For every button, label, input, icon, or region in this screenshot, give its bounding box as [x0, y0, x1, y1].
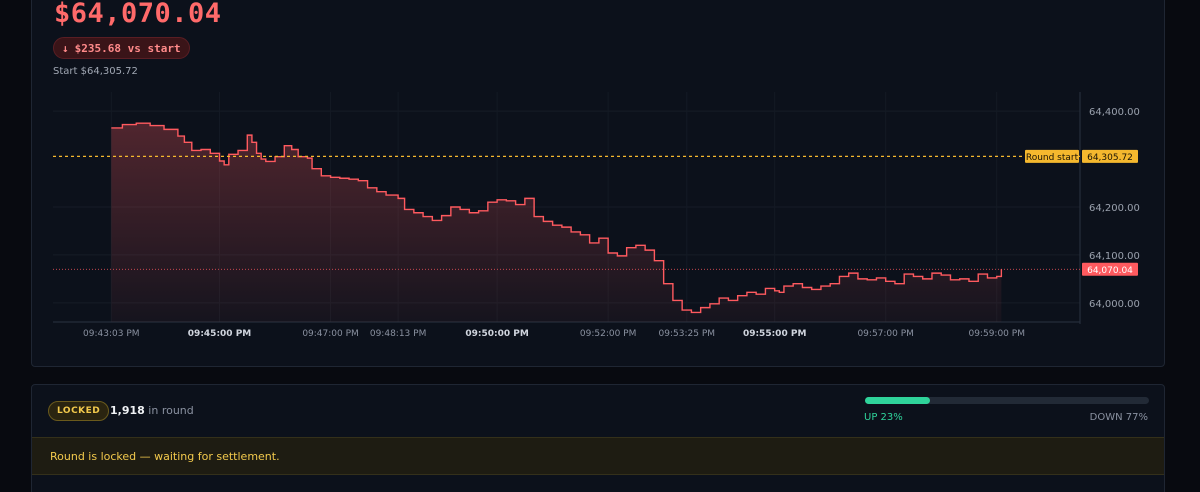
round-start-value-tag [1082, 149, 1138, 163]
start-price-label: Start $64,305.72 [53, 66, 138, 77]
y-tick-label: 64,400.00 [1089, 107, 1140, 118]
y-axis: 64,400.00 64,200.00 64,100.00 64,000.00 [1089, 107, 1140, 310]
current-price-tag-label: 64,070.04 [1087, 266, 1133, 276]
x-tick-label: 09:53:25 PM [659, 329, 715, 339]
x-tick-label: 09:55:00 PM [743, 329, 807, 339]
x-tick-label: 09:50:00 PM [465, 329, 529, 339]
x-axis: 09:43:03 PM 09:45:00 PM 09:47:00 PM 09:48:1… [83, 329, 1025, 339]
price-area [111, 123, 1002, 322]
round-start-tag-label: Round start [1026, 153, 1079, 163]
y-tick-label: 64,000.00 [1089, 299, 1140, 310]
x-tick-label: 09:43:03 PM [83, 329, 139, 339]
x-tick-label: 09:57:00 PM [857, 329, 913, 339]
x-tick-label: 09:59:00 PM [968, 329, 1024, 339]
player-suffix: in round [148, 404, 194, 417]
up-down-ratio-bar [865, 397, 1149, 404]
up-ratio-fill [865, 397, 931, 404]
current-price: $64,070.04 [54, 0, 222, 29]
players-in-round: 1,918 in round [110, 404, 194, 417]
round-status-card: LOCKED 1,918 in round UP 23% DOWN 77% Ro… [31, 384, 1165, 492]
status-badge: LOCKED [48, 401, 110, 421]
arrow-down-icon: ↓ [62, 41, 69, 55]
round-start-value-label: 64,305.72 [1087, 153, 1133, 163]
current-price-tag [1082, 262, 1138, 276]
price-line [111, 122, 1003, 314]
down-percentage: DOWN 77% [1089, 412, 1148, 423]
x-tick-label: 09:48:13 PM [370, 329, 426, 339]
x-tick-label: 09:45:00 PM [188, 329, 252, 339]
player-count: 1,918 [110, 404, 145, 417]
up-percentage: UP 23% [864, 412, 903, 423]
y-tick-label: 64,200.00 [1089, 203, 1140, 214]
x-tick-label: 09:47:00 PM [302, 329, 358, 339]
price-delta-text: $235.68 vs start [74, 41, 181, 55]
x-tick-label: 09:52:00 PM [580, 329, 636, 339]
locked-notice: Round is locked — waiting for settlement… [32, 437, 1164, 475]
price-delta-badge: ↓ $235.68 vs start [53, 37, 190, 59]
y-tick-label: 64,100.00 [1089, 251, 1140, 262]
price-chart[interactable]: 64,400.00 64,200.00 64,100.00 64,000.00 09:… [0, 0, 1200, 370]
round-start-tag [1025, 149, 1079, 163]
